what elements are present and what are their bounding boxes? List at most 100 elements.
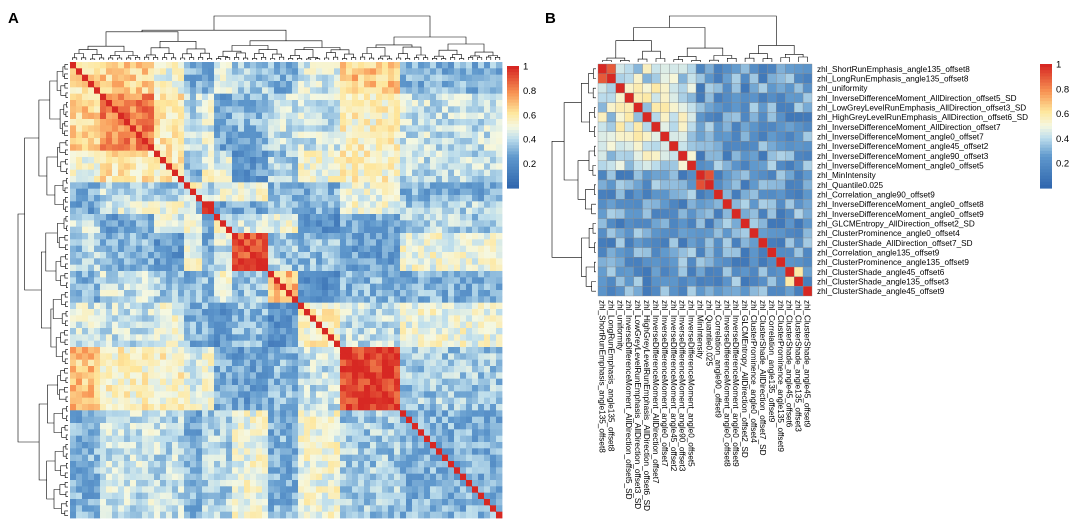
heatmap-cell [124, 125, 131, 133]
heatmap-cell [274, 467, 281, 475]
heatmap-cell [334, 328, 341, 335]
heatmap-cell [412, 461, 419, 468]
heatmap-cell [400, 309, 407, 316]
heatmap-cell [268, 328, 275, 335]
heatmap-cell [334, 410, 341, 418]
heatmap-cell [316, 340, 323, 348]
heatmap-cell [346, 410, 353, 418]
dendrogram-link [46, 156, 58, 196]
heatmap-cell [88, 410, 95, 418]
heatmap-cell [106, 302, 113, 310]
heatmap-cell [142, 296, 149, 304]
heatmap-cell [328, 214, 335, 221]
heatmap-cell [406, 271, 413, 278]
heatmap-cell [436, 347, 443, 354]
heatmap-cell [466, 226, 473, 234]
heatmap-cell [124, 296, 131, 304]
heatmap-cell [478, 176, 485, 183]
heatmap-cell [382, 372, 389, 380]
heatmap-cell [430, 277, 437, 285]
heatmap-cell [172, 321, 179, 329]
heatmap-cell [388, 119, 395, 126]
heatmap-cell [364, 448, 371, 456]
heatmap-cell [262, 321, 269, 329]
heatmap-cell [154, 467, 161, 475]
heatmap-cell [352, 480, 359, 487]
heatmap-cell [448, 429, 455, 437]
heatmap-cell [184, 106, 191, 114]
heatmap-cell [394, 423, 401, 430]
heatmap-cell [160, 385, 167, 392]
heatmap-cell [280, 93, 287, 101]
heatmap-cell [70, 100, 77, 107]
heatmap-cell [328, 157, 335, 164]
heatmap-cell [322, 169, 329, 177]
heatmap-cell [82, 423, 89, 430]
heatmap-cell [298, 290, 305, 297]
heatmap-cell [94, 302, 101, 310]
heatmap-cell [478, 125, 485, 133]
heatmap-cell [490, 340, 497, 348]
heatmap-cell [376, 315, 383, 323]
heatmap-cell [214, 435, 221, 443]
heatmap-cell [232, 220, 239, 228]
heatmap-cell [214, 169, 221, 177]
heatmap-cell [232, 62, 239, 69]
heatmap-cell [154, 391, 161, 399]
heatmap-cell [142, 416, 149, 424]
heatmap-cell [460, 112, 467, 120]
dendrogram-link [72, 57, 78, 60]
heatmap-cell [286, 112, 293, 120]
heatmap-cell [304, 176, 311, 183]
heatmap-cell [166, 188, 173, 196]
heatmap-cell [190, 378, 197, 386]
heatmap-cell [256, 169, 263, 177]
heatmap-cell [484, 68, 491, 76]
heatmap-cell [214, 296, 221, 304]
heatmap-cell [82, 290, 89, 297]
heatmap-cell [334, 397, 341, 405]
heatmap-cell [118, 100, 125, 107]
heatmap-cell [370, 340, 377, 348]
heatmap-cell [478, 264, 485, 272]
heatmap-cell [346, 378, 353, 386]
heatmap-cell [262, 239, 269, 247]
heatmap-cell [256, 448, 263, 456]
heatmap-cell [460, 290, 467, 297]
heatmap-cell [226, 182, 233, 190]
heatmap-cell [322, 391, 329, 399]
heatmap-cell [472, 252, 479, 259]
heatmap-cell [142, 176, 149, 183]
heatmap-cell [250, 416, 257, 424]
heatmap-cell [112, 442, 119, 449]
heatmap-cell [400, 163, 407, 171]
heatmap-cell [232, 283, 239, 291]
heatmap-cell [328, 404, 335, 411]
heatmap-cell [286, 239, 293, 247]
heatmap-cell [478, 195, 485, 202]
heatmap-cell [352, 233, 359, 240]
heatmap-cell [202, 397, 209, 405]
heatmap-cell [142, 448, 149, 456]
heatmap-cell [76, 442, 83, 449]
heatmap-cell [364, 188, 371, 196]
heatmap-cell [346, 239, 353, 247]
heatmap-cell [340, 448, 347, 456]
heatmap-cell [220, 366, 227, 373]
heatmap-cell [280, 62, 287, 69]
heatmap-cell [466, 150, 473, 158]
heatmap-cell [82, 106, 89, 114]
heatmap-cell [436, 321, 443, 329]
heatmap-cell [76, 214, 83, 221]
heatmap-cell [130, 309, 137, 316]
heatmap-cell [478, 435, 485, 443]
heatmap-cell [112, 372, 119, 380]
heatmap-cell [148, 340, 155, 348]
heatmap-cell [232, 207, 239, 215]
heatmap-cell [82, 416, 89, 424]
heatmap-cell [256, 112, 263, 120]
heatmap-cell [136, 404, 143, 411]
heatmap-cell [394, 359, 401, 367]
heatmap-cell [370, 81, 377, 88]
heatmap-cell [412, 271, 419, 278]
